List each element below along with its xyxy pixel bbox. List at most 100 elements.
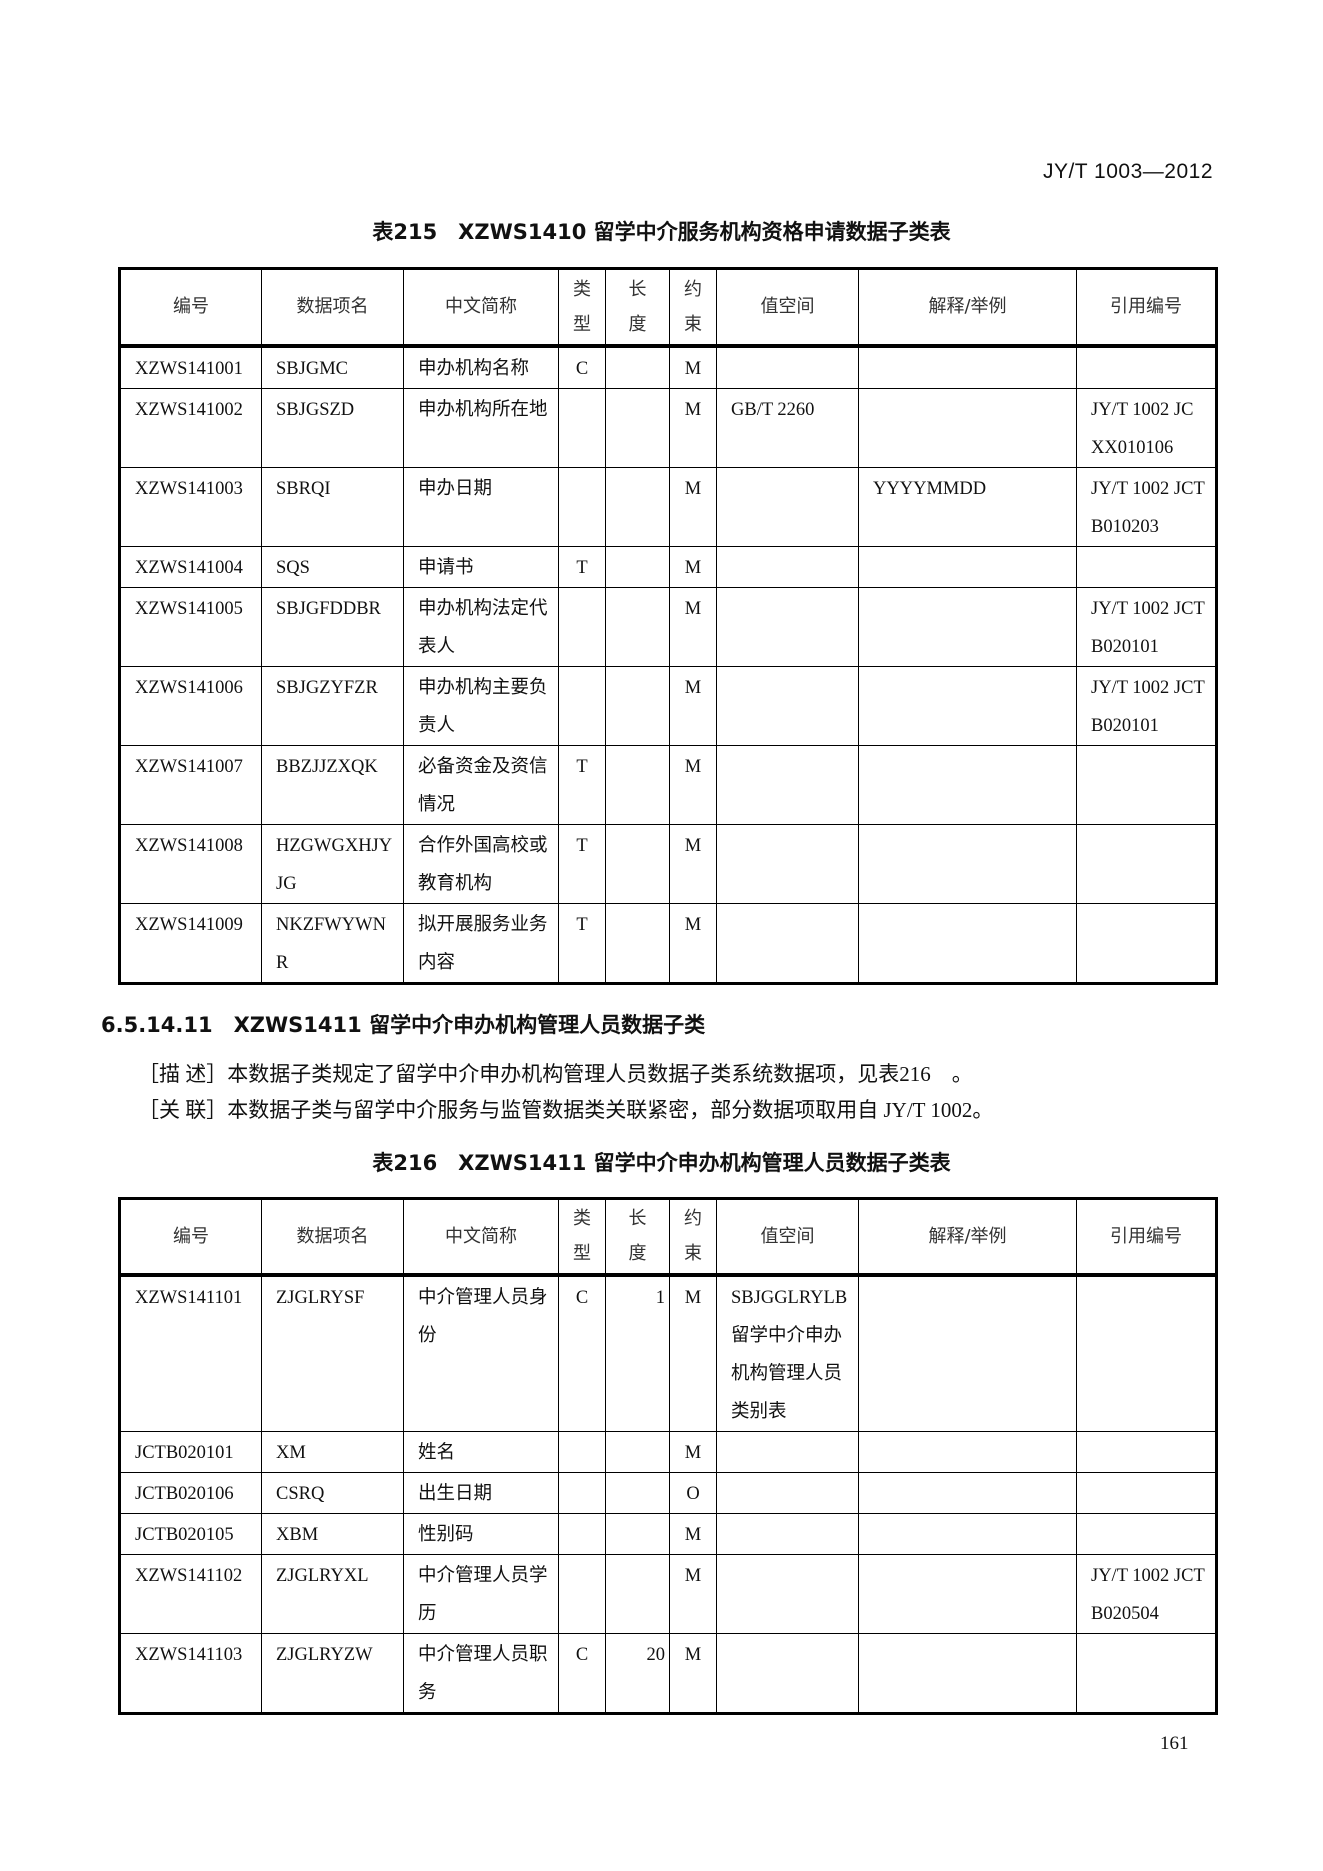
cell-item-name: SQS (261, 545, 404, 588)
cell-type: C (558, 1633, 606, 1714)
table-row: JCTB020106 CSRQ 出生日期 O (119, 1472, 1217, 1514)
cell-length (605, 387, 670, 468)
cell-length (605, 545, 670, 588)
cell-value-space (716, 586, 859, 667)
cell-reference (1076, 1633, 1217, 1714)
cell-id: JCTB020105 (119, 1513, 262, 1555)
cell-value-space (716, 902, 859, 984)
column-header-value-space: 值空间 (716, 268, 859, 348)
cell-type: T (558, 744, 606, 825)
cell-type: C (558, 345, 606, 389)
cell-id: JCTB020106 (119, 1472, 262, 1514)
cell-id: XZWS141005 (119, 586, 262, 667)
cell-length: 1 (605, 1274, 670, 1432)
cell-chinese-name: 申办日期 (403, 466, 559, 547)
cell-value-space (716, 466, 859, 547)
cell-item-name: ZJGLRYXL (261, 1554, 404, 1634)
column-header-constraint: 约 束 (669, 1198, 717, 1277)
cell-chinese-name: 中介管理人员职务 (403, 1633, 559, 1714)
cell-type (558, 466, 606, 547)
cell-value-space (716, 345, 859, 389)
cell-chinese-name: 中介管理人员身份 (403, 1274, 559, 1432)
cell-explanation (858, 387, 1077, 468)
column-header-explanation: 解释/举例 (858, 1198, 1077, 1277)
cell-id: JCTB020101 (119, 1431, 262, 1473)
cell-value-space (716, 744, 859, 825)
cell-constraint: M (669, 466, 717, 547)
column-header-id: 编号 (119, 268, 262, 348)
cell-explanation (858, 744, 1077, 825)
table-row: XZWS141005 SBJGFDDBR 申办机构法定代表人 M JY/T 1002 J… (119, 586, 1217, 667)
table-row: XZWS141006 SBJGZYFZR 申办机构主要负责人 M JY/T 1002 J… (119, 665, 1217, 746)
column-header-item-name: 数据项名 (261, 1198, 404, 1277)
cell-reference (1076, 902, 1217, 984)
cell-item-name: ZJGLRYSF (261, 1274, 404, 1432)
cell-reference: JY/T 1002 JCTB020101 (1076, 665, 1217, 746)
cell-value-space (716, 823, 859, 904)
cell-length (605, 345, 670, 389)
cell-constraint: M (669, 744, 717, 825)
cell-id: XZWS141101 (119, 1274, 262, 1432)
cell-constraint: M (669, 1633, 717, 1714)
cell-item-name: SBJGFDDBR (261, 586, 404, 667)
cell-length (605, 1431, 670, 1473)
cell-constraint: M (669, 665, 717, 746)
cell-item-name: HZGWGXHJYJG (261, 823, 404, 904)
cell-constraint: M (669, 1431, 717, 1473)
column-header-reference: 引用编号 (1076, 1198, 1217, 1277)
cell-length (605, 744, 670, 825)
cell-constraint: M (669, 586, 717, 667)
column-header-type: 类 型 (558, 1198, 606, 1277)
standard-number: JY/T 1003—2012 (1042, 160, 1213, 183)
cell-id: XZWS141009 (119, 902, 262, 984)
cell-explanation (858, 1633, 1077, 1714)
cell-item-name: XM (261, 1431, 404, 1473)
cell-type (558, 1554, 606, 1634)
cell-explanation (858, 545, 1077, 588)
cell-length (605, 902, 670, 984)
table-row: XZWS141007 BBZJJZXQK 必备资金及资信情况 T M (119, 744, 1217, 825)
cell-id: XZWS141008 (119, 823, 262, 904)
column-header-item-name: 数据项名 (261, 268, 404, 348)
cell-value-space (716, 545, 859, 588)
cell-item-name: NKZFWYWNR (261, 902, 404, 984)
section-heading: 6.5.14.11 XZWS1411 留学中介申办机构管理人员数据子类 (101, 1013, 706, 1037)
cell-reference: JY/T 1002 JCXX010106 (1076, 387, 1217, 468)
cell-reference: JY/T 1002 JCTB010203 (1076, 466, 1217, 547)
cell-explanation (858, 1472, 1077, 1514)
cell-chinese-name: 申办机构名称 (403, 345, 559, 389)
table-row: XZWS141008 HZGWGXHJYJG 合作外国高校或教育机构 T M (119, 823, 1217, 904)
cell-constraint: M (669, 545, 717, 588)
cell-explanation (858, 586, 1077, 667)
cell-type (558, 586, 606, 667)
cell-length (605, 1472, 670, 1514)
cell-reference (1076, 1513, 1217, 1555)
cell-length: 20 (605, 1633, 670, 1714)
cell-constraint: M (669, 1513, 717, 1555)
cell-value-space: SBJGGLRYLB 留学中介申办机构管理人员类别表 (716, 1274, 859, 1432)
column-header-value-space: 值空间 (716, 1198, 859, 1277)
cell-chinese-name: 申办机构主要负责人 (403, 665, 559, 746)
cell-reference: JY/T 1002 JCTB020504 (1076, 1554, 1217, 1634)
cell-length (605, 823, 670, 904)
cell-length (605, 586, 670, 667)
cell-reference (1076, 1431, 1217, 1473)
cell-type: T (558, 823, 606, 904)
cell-chinese-name: 姓名 (403, 1431, 559, 1473)
cell-length (605, 665, 670, 746)
cell-id: XZWS141007 (119, 744, 262, 825)
column-header-id: 编号 (119, 1198, 262, 1277)
cell-id: XZWS141001 (119, 345, 262, 389)
cell-chinese-name: 申请书 (403, 545, 559, 588)
cell-chinese-name: 拟开展服务业务内容 (403, 902, 559, 984)
description-paragraph: ［描 述］本数据子类规定了留学中介申办机构管理人员数据子类系统数据项，见表216… (138, 1062, 973, 1086)
cell-constraint: M (669, 902, 717, 984)
cell-type: T (558, 545, 606, 588)
cell-id: XZWS141102 (119, 1554, 262, 1634)
table-row: XZWS141004 SQS 申请书 T M (119, 545, 1217, 588)
column-header-type: 类 型 (558, 268, 606, 348)
cell-chinese-name: 申办机构所在地 (403, 387, 559, 468)
cell-type (558, 665, 606, 746)
cell-length (605, 466, 670, 547)
cell-explanation (858, 823, 1077, 904)
